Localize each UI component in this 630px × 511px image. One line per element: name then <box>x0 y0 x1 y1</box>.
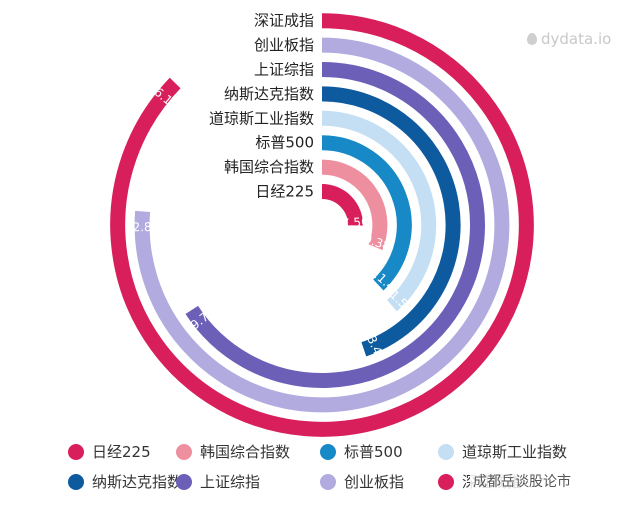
ring-arc-series-6 <box>134 37 510 413</box>
category-labels: 日经225 韩国综合指数 标普500 道琼斯工业指数 纳斯达克指数 上证综指 创业板指 深证成… <box>209 12 314 201</box>
brand-logo: dydata.io <box>527 30 611 48</box>
legend-swatch-series-5 <box>176 474 192 490</box>
brand-text: dydata.io <box>541 30 612 48</box>
ring-arc-series-5 <box>185 62 485 388</box>
ring-arc-series-4 <box>321 86 461 357</box>
ring-arc-series-3 <box>321 110 437 312</box>
ring-arc-series-1 <box>321 159 388 251</box>
legend-swatch-series-3 <box>438 444 454 460</box>
legend-swatch-series-1 <box>176 444 192 460</box>
category-label-series-5: 上证综指 <box>254 61 314 79</box>
category-label-series-2: 标普500 <box>255 134 314 152</box>
legend-label-series-4: 纳斯达克指数 <box>92 473 182 491</box>
value-label-series-0: 7.56 <box>342 215 370 231</box>
ring-arc-series-2 <box>321 135 412 291</box>
legend-swatch-series-4 <box>68 474 84 490</box>
category-label-series-0: 日经225 <box>255 183 314 201</box>
category-label-series-1: 韩国综合指数 <box>224 158 314 176</box>
legend: 日经225韩国综合指数标普500道琼斯工业指数纳斯达克指数上证综指创业板指深证成… <box>68 443 567 491</box>
legend-swatch-series-2 <box>320 444 336 460</box>
legend-label-series-1: 韩国综合指数 <box>200 443 290 461</box>
ring-arc-series-7 <box>110 13 534 437</box>
brand-drop-icon <box>527 33 537 45</box>
legend-label-series-6: 创业板指 <box>344 473 404 491</box>
category-label-series-4: 纳斯达克指数 <box>224 85 314 103</box>
legend-swatch-series-6 <box>320 474 336 490</box>
chart-rings <box>110 13 534 437</box>
category-label-series-6: 创业板指 <box>254 36 314 54</box>
value-label-series-6: 22.86 <box>125 220 160 234</box>
category-label-series-7: 深证成指 <box>254 12 314 30</box>
legend-swatch-series-7 <box>438 474 454 490</box>
watermark: 成都岳谈股论市 <box>470 470 574 492</box>
legend-label-series-2: 标普500 <box>344 443 403 461</box>
ring-arc-series-0 <box>321 184 364 226</box>
legend-label-series-3: 道琼斯工业指数 <box>462 443 567 461</box>
legend-swatch-series-0 <box>68 444 84 460</box>
legend-label-series-5: 上证综指 <box>200 473 260 491</box>
value-label-series-1: 9.38 <box>362 232 392 253</box>
legend-label-series-0: 日经225 <box>92 443 151 461</box>
category-label-series-3: 道琼斯工业指数 <box>209 109 314 127</box>
